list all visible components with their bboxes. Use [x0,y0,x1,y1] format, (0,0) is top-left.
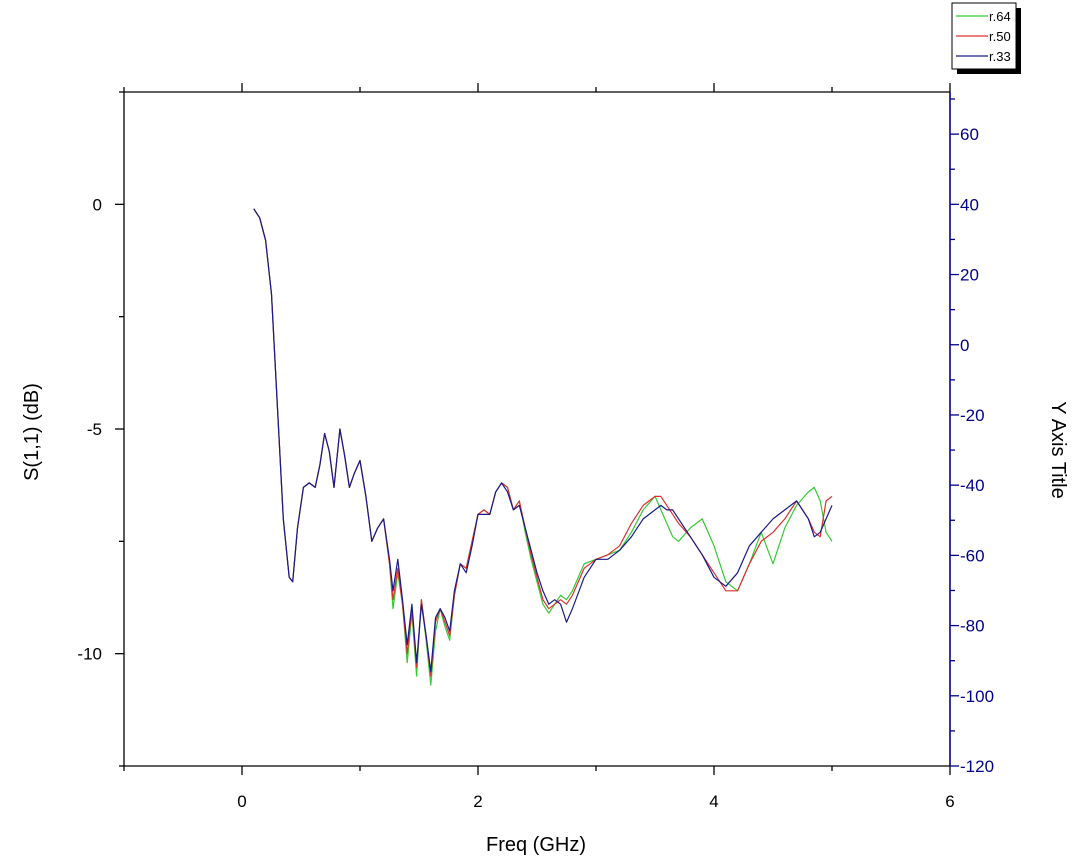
series-line-r64 [253,208,833,686]
series-line-r33 [253,208,833,673]
x-axis-ticks: 0 2 4 6 [123,83,955,811]
y2-tick-label: -80 [960,617,985,636]
y2-tick-label: -40 [960,476,985,495]
y-axis-title: S(1,1) (dB) [21,383,43,481]
y2-axis-title: Y Axis Title [1047,401,1069,498]
plot-frame [123,91,951,767]
legend: r.64 r.50 r.33 [951,2,1021,74]
y2-tick-label: 0 [960,336,969,355]
x-tick-label: 4 [709,792,718,811]
x-tick-label: 2 [473,792,482,811]
y2-tick-label: 60 [960,125,979,144]
series-line-r50 [253,208,833,677]
y2-tick-label: -60 [960,546,985,565]
legend-label: r.50 [989,29,1011,44]
legend-label: r.64 [989,9,1011,24]
y2-tick-label: -120 [960,757,994,776]
legend-label: r.33 [989,49,1011,64]
y-tick-label: -10 [77,645,102,664]
x-tick-label: 0 [237,792,246,811]
y2-tick-label: 40 [960,195,979,214]
y2-tick-label: -100 [960,687,994,706]
y2-tick-label: -20 [960,406,985,425]
y-axis-ticks: -10 -5 0 [77,91,124,767]
y2-tick-label: 20 [960,266,979,285]
y-tick-label: -5 [87,420,102,439]
x-tick-label: 6 [945,792,954,811]
y-tick-label: 0 [93,195,102,214]
y2-axis-ticks: 60 40 20 0 -20 -40 -60 -80 -100 -120 [950,98,994,776]
series-lines [253,208,833,686]
x-axis-title: Freq (GHz) [486,834,586,856]
